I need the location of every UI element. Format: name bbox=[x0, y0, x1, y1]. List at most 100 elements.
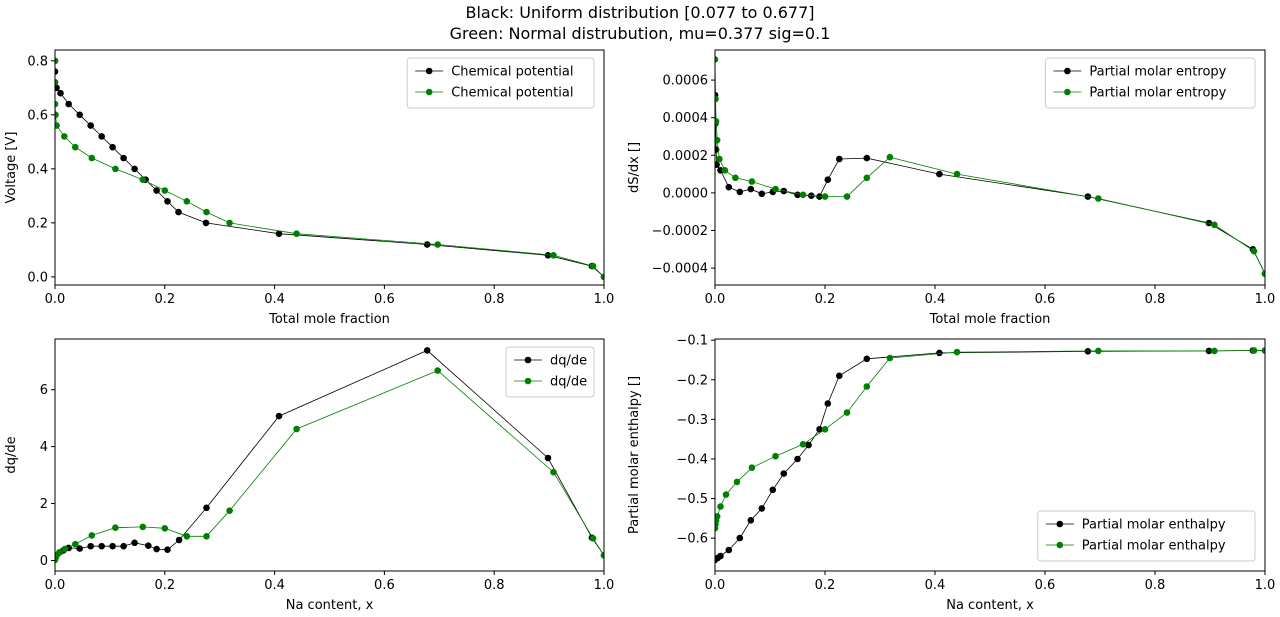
data-point bbox=[293, 230, 300, 237]
data-point bbox=[131, 539, 138, 547]
data-point bbox=[1095, 195, 1102, 202]
series-black bbox=[715, 91, 1265, 277]
figure-title-line-2: Green: Normal distrubution, mu=0.377 sig… bbox=[450, 24, 831, 43]
axes-frame bbox=[714, 338, 1266, 572]
data-point bbox=[936, 349, 943, 357]
legend: dq/de dq/de bbox=[505, 346, 595, 398]
x-tick-label: 0.8 bbox=[1145, 578, 1166, 593]
x-tick-label: 0.0 bbox=[705, 578, 726, 593]
x-tick-label: 1.0 bbox=[1255, 578, 1276, 593]
legend: Partial molar enthalpy Partial molar enth… bbox=[1037, 510, 1256, 562]
data-point bbox=[72, 143, 79, 151]
series-black bbox=[715, 347, 1265, 564]
data-point bbox=[715, 95, 719, 103]
legend-label: Chemical potential bbox=[451, 65, 573, 80]
data-point bbox=[772, 185, 779, 193]
data-point bbox=[748, 178, 756, 185]
x-tick-label: 0.2 bbox=[154, 292, 175, 307]
y-tick-label: −0.5 bbox=[676, 492, 708, 507]
data-point bbox=[715, 161, 720, 168]
legend-marker bbox=[524, 356, 532, 364]
x-tick-label: 0.6 bbox=[1035, 292, 1056, 307]
data-point bbox=[1261, 347, 1265, 354]
data-point bbox=[423, 347, 431, 354]
y-tick-label: 0.2 bbox=[27, 216, 48, 231]
data-point bbox=[953, 170, 961, 178]
data-point bbox=[816, 426, 823, 433]
data-point bbox=[112, 524, 119, 531]
data-point bbox=[733, 478, 741, 486]
data-point bbox=[717, 503, 724, 510]
y-tick-label: 0.0000 bbox=[663, 186, 709, 201]
subplot-enthalpy: 0.0 0.2 0.4 0.6 0.8 1.0 −0.6 −0.5 −0.4 −0.3 −0.2 −0… bbox=[627, 334, 1275, 613]
legend-marker bbox=[1064, 88, 1071, 96]
data-point bbox=[120, 542, 127, 550]
data-point bbox=[139, 523, 147, 531]
data-point bbox=[61, 545, 69, 553]
y-tick-label: −0.3 bbox=[676, 413, 708, 428]
data-point bbox=[72, 540, 79, 548]
data-point bbox=[600, 273, 604, 281]
legend-label: Partial molar entropy bbox=[1089, 65, 1226, 80]
x-tick-label: 0.4 bbox=[925, 578, 946, 593]
data-point bbox=[164, 546, 171, 553]
y-tick-label: −0.4 bbox=[676, 452, 708, 467]
data-point bbox=[161, 525, 169, 532]
legend: Chemical potential Chemical potential bbox=[406, 57, 595, 109]
data-point bbox=[203, 208, 210, 216]
data-point bbox=[76, 111, 83, 119]
data-point bbox=[434, 241, 442, 248]
data-point bbox=[747, 517, 755, 524]
x-tick-label: 0.0 bbox=[45, 292, 66, 307]
data-point bbox=[886, 153, 894, 161]
data-point bbox=[1250, 247, 1258, 255]
data-point bbox=[716, 155, 723, 163]
data-point bbox=[434, 367, 442, 374]
x-tick-label: 0.2 bbox=[815, 292, 836, 307]
data-point bbox=[843, 193, 851, 200]
data-point bbox=[87, 122, 94, 129]
data-point bbox=[109, 542, 116, 550]
data-point bbox=[1261, 270, 1265, 277]
y-tick-label: −0.6 bbox=[676, 532, 708, 547]
x-tick-label: 0.6 bbox=[1035, 578, 1056, 593]
data-point bbox=[226, 507, 233, 514]
data-point bbox=[717, 552, 724, 560]
data-point bbox=[736, 188, 744, 196]
x-tick-label: 0.8 bbox=[1145, 292, 1166, 307]
data-point bbox=[293, 425, 300, 433]
legend-label: dq/de bbox=[550, 375, 587, 390]
data-point bbox=[153, 545, 160, 553]
data-point bbox=[161, 187, 169, 194]
data-point bbox=[145, 542, 152, 549]
series-line bbox=[55, 60, 604, 278]
data-point bbox=[769, 486, 777, 494]
data-point bbox=[202, 219, 210, 227]
data-point bbox=[131, 165, 138, 173]
subplot-dqde: 0.0 0.2 0.4 0.6 0.8 1.0 0 2 4 6 Na content, x dq/de… bbox=[4, 338, 614, 613]
axes-frame bbox=[714, 49, 1266, 286]
data-point bbox=[98, 133, 105, 140]
x-tick-label: 0.0 bbox=[705, 292, 726, 307]
data-point bbox=[715, 56, 719, 63]
x-tick-label: 1.0 bbox=[594, 292, 615, 307]
data-point bbox=[65, 100, 72, 108]
data-point bbox=[55, 57, 59, 65]
y-tick-label: 0.0004 bbox=[663, 111, 709, 126]
data-point bbox=[589, 262, 597, 270]
x-tick-label: 0.4 bbox=[925, 292, 946, 307]
y-tick-label: 0.0 bbox=[27, 270, 48, 285]
legend-marker bbox=[425, 88, 433, 96]
legend-marker bbox=[425, 67, 433, 75]
data-point bbox=[55, 68, 59, 75]
x-tick-label: 0.2 bbox=[154, 578, 175, 593]
data-point bbox=[203, 504, 210, 512]
data-point bbox=[715, 118, 720, 125]
x-tick-label: 0.4 bbox=[264, 292, 285, 307]
data-point bbox=[821, 193, 829, 200]
data-point bbox=[732, 174, 739, 182]
x-axis-label: Total mole fraction bbox=[929, 312, 1051, 327]
legend-label: Chemical potential bbox=[451, 86, 573, 101]
data-point bbox=[183, 533, 191, 540]
data-point bbox=[758, 505, 766, 512]
